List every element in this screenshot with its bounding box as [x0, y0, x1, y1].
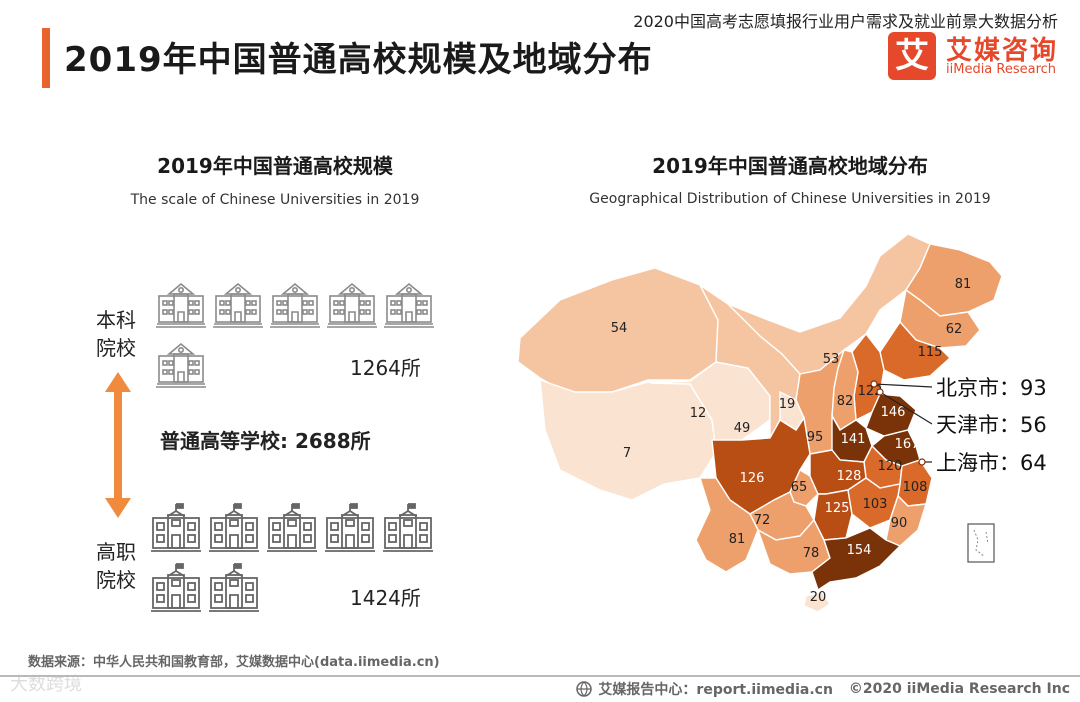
category-label-vocational: 高职 院校 — [96, 538, 136, 594]
region-value-label: 154 — [847, 543, 872, 558]
region-value-label: 53 — [823, 352, 840, 367]
category-label-line: 高职 — [96, 540, 136, 564]
region-value-label: 95 — [807, 430, 824, 445]
region-value-label: 126 — [740, 471, 765, 486]
region-value-label: 81 — [729, 532, 746, 547]
region-value-label: 72 — [754, 513, 771, 528]
region-value-label: 81 — [955, 277, 972, 292]
region-海南 — [803, 591, 831, 613]
region-value-label: 146 — [881, 405, 906, 420]
region-value-label: 49 — [734, 421, 751, 436]
footer-divider — [0, 675, 1080, 677]
callout-leader-line — [879, 391, 933, 425]
map-chart-title: 2019年中国普通高校地域分布 — [652, 154, 928, 178]
region-value-label: 90 — [891, 516, 908, 531]
report-title: 2020中国高考志愿填报行业用户需求及就业前景大数据分析 — [633, 12, 1058, 31]
data-source: 数据来源：中华人民共和国教育部，艾媒数据中心(data.iimedia.cn) — [28, 655, 440, 670]
total-universities: 普通高等学校: 2688所 — [160, 429, 371, 453]
region-value-label: 82 — [837, 394, 854, 409]
region-value-label: 128 — [837, 469, 862, 484]
iimedia-logo[interactable]: 艾 艾媒咨询 iiMedia Research — [888, 32, 1068, 80]
region-value-label: 120 — [878, 459, 903, 474]
category-label-line: 院校 — [96, 568, 136, 592]
title-accent-bar — [42, 28, 50, 88]
vocational-building-icon — [150, 562, 202, 614]
university-building-icon — [269, 278, 321, 330]
region-value-label: 103 — [863, 497, 888, 512]
map-chart-subtitle: Geographical Distribution of Chinese Uni… — [589, 191, 991, 207]
university-building-icon — [155, 278, 207, 330]
region-value-label: 65 — [791, 480, 808, 495]
city-callout-label: 天津市：56 — [936, 413, 1047, 437]
page-title: 2019年中国普通高校规模及地域分布 — [64, 40, 653, 80]
logo-text-cn: 艾媒咨询 — [946, 36, 1059, 66]
city-marker — [870, 380, 878, 388]
region-value-label: 108 — [903, 480, 928, 495]
south-sea-islands — [973, 529, 989, 557]
city-marker — [876, 388, 884, 396]
copyright: ©2020 iiMedia Research Inc — [848, 681, 1070, 697]
vocational-building-icon — [324, 502, 376, 554]
region-value-label: 12 — [690, 406, 707, 421]
footer: 艾媒报告中心：report.iimedia.cn ©2020 iiMedia R… — [576, 679, 1070, 699]
city-callout-label: 北京市：93 — [936, 376, 1047, 400]
region-value-label: 78 — [803, 546, 820, 561]
logo-text-en: iiMedia Research — [946, 62, 1057, 77]
vocational-count: 1424所 — [350, 586, 421, 610]
callout-leader-line — [873, 383, 933, 388]
region-value-label: 122 — [858, 384, 883, 399]
vocational-building-icon — [382, 502, 434, 554]
category-label-line: 院校 — [96, 336, 136, 360]
globe-icon — [576, 681, 593, 697]
vocational-building-icon — [150, 502, 202, 554]
report-center-link[interactable]: 艾媒报告中心：report.iimedia.cn — [598, 682, 833, 698]
university-building-icon — [212, 278, 264, 330]
logo-mark: 艾 — [888, 32, 936, 80]
region-value-label: 125 — [825, 501, 850, 516]
category-label-undergrad: 本科 院校 — [96, 306, 136, 362]
region-value-label: 167 — [895, 437, 920, 452]
region-value-label: 20 — [810, 590, 827, 605]
city-callout-label: 上海市：64 — [936, 451, 1047, 475]
watermark: 大数跨境 — [10, 674, 82, 695]
region-value-label: 62 — [946, 322, 963, 337]
region-云南 — [695, 477, 759, 573]
vocational-building-icon — [266, 502, 318, 554]
region-西藏 — [539, 378, 717, 501]
region-value-label: 141 — [841, 432, 866, 447]
vocational-building-icon — [208, 562, 260, 614]
region-value-label: 19 — [779, 397, 796, 412]
region-value-label: 7 — [623, 446, 631, 461]
scale-chart-title: 2019年中国普通高校规模 — [157, 154, 393, 178]
scale-chart-subtitle: The scale of Chinese Universities in 201… — [130, 192, 420, 208]
region-value-label: 115 — [918, 345, 943, 360]
double-arrow — [105, 372, 131, 518]
double-arrow-shape — [105, 372, 131, 518]
university-building-icon — [326, 278, 378, 330]
region-value-label: 54 — [611, 321, 628, 336]
region-广东 — [811, 527, 902, 592]
city-marker — [918, 458, 926, 466]
category-label-line: 本科 — [96, 308, 136, 332]
south-sea-inset — [967, 523, 995, 563]
undergrad-count: 1264所 — [350, 356, 421, 380]
university-building-icon — [155, 338, 207, 390]
university-building-icon — [383, 278, 435, 330]
vocational-building-icon — [208, 502, 260, 554]
